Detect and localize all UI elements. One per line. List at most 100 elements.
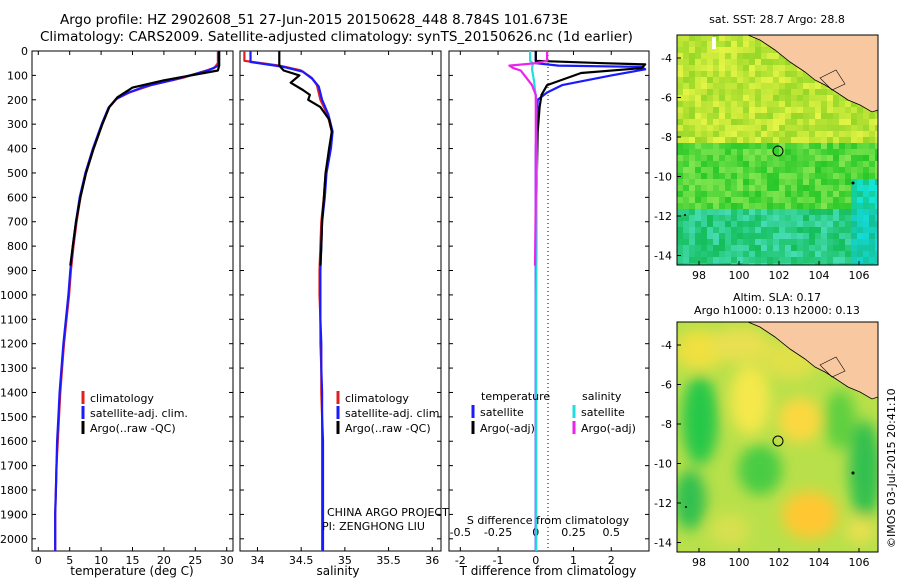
y-tick-label: 1500	[0, 411, 28, 424]
sst-cell	[845, 125, 851, 131]
sst-cell	[779, 131, 785, 137]
sst-cell	[689, 167, 695, 173]
sst-cell	[713, 71, 719, 77]
sst-cell	[749, 107, 755, 113]
sst-cell	[779, 251, 785, 257]
sst-cell	[869, 119, 875, 125]
y-tick-label: 500	[7, 167, 28, 180]
sst-cell	[743, 263, 749, 265]
sst-cell	[857, 107, 863, 113]
sst-cell	[791, 203, 797, 209]
y-tick-label: 1100	[0, 313, 28, 326]
sst-cell	[701, 47, 707, 53]
sst-cell	[683, 179, 689, 185]
sst-cell	[857, 257, 863, 263]
sst-cell	[743, 239, 749, 245]
map-y-tick-label: -14	[654, 250, 672, 263]
sst-cell	[851, 113, 857, 119]
sst-cell	[707, 221, 713, 227]
sst-cell	[857, 119, 863, 125]
sst-cell	[731, 101, 737, 107]
sst-cell	[797, 245, 803, 251]
sst-cell	[707, 71, 713, 77]
sst-cell	[689, 227, 695, 233]
sst-cell	[695, 65, 701, 71]
sst-cell	[701, 119, 707, 125]
sst-cell	[833, 101, 839, 107]
sst-cell	[695, 239, 701, 245]
sst-cell	[719, 203, 725, 209]
sst-cell	[689, 209, 695, 215]
sst-cell	[683, 95, 689, 101]
sst-cell	[701, 149, 707, 155]
sst-cell	[857, 191, 863, 197]
sst-cell	[683, 59, 689, 65]
sst-cell	[821, 149, 827, 155]
map-y-tick-label: -8	[661, 418, 672, 431]
y-tick-label: 900	[7, 265, 28, 278]
sst-cell	[719, 245, 725, 251]
sst-cell	[797, 233, 803, 239]
sst-cell	[719, 125, 725, 131]
sst-cell	[761, 101, 767, 107]
sst-cell	[677, 245, 683, 251]
sst-cell	[821, 101, 827, 107]
sst-cell	[803, 155, 809, 161]
sst-cell	[701, 215, 707, 221]
sst-cell	[743, 35, 749, 41]
sst-cell	[833, 173, 839, 179]
sst-cell	[743, 185, 749, 191]
sst-cell	[863, 113, 869, 119]
sst-cell	[851, 227, 857, 233]
sst-cell	[683, 203, 689, 209]
sst-cell	[767, 173, 773, 179]
sst-cell	[713, 155, 719, 161]
sst-cell	[803, 83, 809, 89]
sst-cell	[827, 221, 833, 227]
sst-cell	[707, 137, 713, 143]
sst-cell	[785, 239, 791, 245]
sst-cell	[785, 233, 791, 239]
sst-cell	[713, 125, 719, 131]
sst-cell	[737, 197, 743, 203]
sst-cell	[857, 179, 863, 185]
sst-cell	[743, 41, 749, 47]
sst-cell	[803, 107, 809, 113]
sst-cell	[869, 173, 875, 179]
sst-cell	[857, 173, 863, 179]
sst-cell	[761, 119, 767, 125]
sst-cell	[677, 137, 683, 143]
sst-cell	[701, 137, 707, 143]
sst-cell	[743, 251, 749, 257]
map-x-tick-label: 104	[809, 269, 830, 282]
sst-cell	[725, 161, 731, 167]
sst-cell	[815, 107, 821, 113]
sst-cell	[773, 155, 779, 161]
sst-cell	[785, 143, 791, 149]
series-line-argo-raw-qc-	[278, 51, 333, 266]
sst-cell	[767, 203, 773, 209]
sst-cell	[833, 215, 839, 221]
sst-cell	[839, 167, 845, 173]
sst-cell	[749, 149, 755, 155]
sst-cell	[839, 161, 845, 167]
sst-cell	[773, 191, 779, 197]
sst-cell	[761, 263, 767, 265]
sst-cell	[755, 119, 761, 125]
sst-cell	[785, 209, 791, 215]
sst-cell	[851, 185, 857, 191]
sst-cell	[689, 191, 695, 197]
sst-cell	[755, 179, 761, 185]
sst-cell	[677, 215, 683, 221]
sst-cell	[845, 209, 851, 215]
sst-cell	[833, 131, 839, 137]
sst-cell	[821, 257, 827, 263]
sst-cell	[755, 89, 761, 95]
sst-cell	[689, 95, 695, 101]
sst-cell	[821, 245, 827, 251]
sst-cell	[725, 173, 731, 179]
sst-cell	[731, 203, 737, 209]
sst-cell	[839, 125, 845, 131]
sst-cell	[677, 101, 683, 107]
sst-cell	[695, 113, 701, 119]
